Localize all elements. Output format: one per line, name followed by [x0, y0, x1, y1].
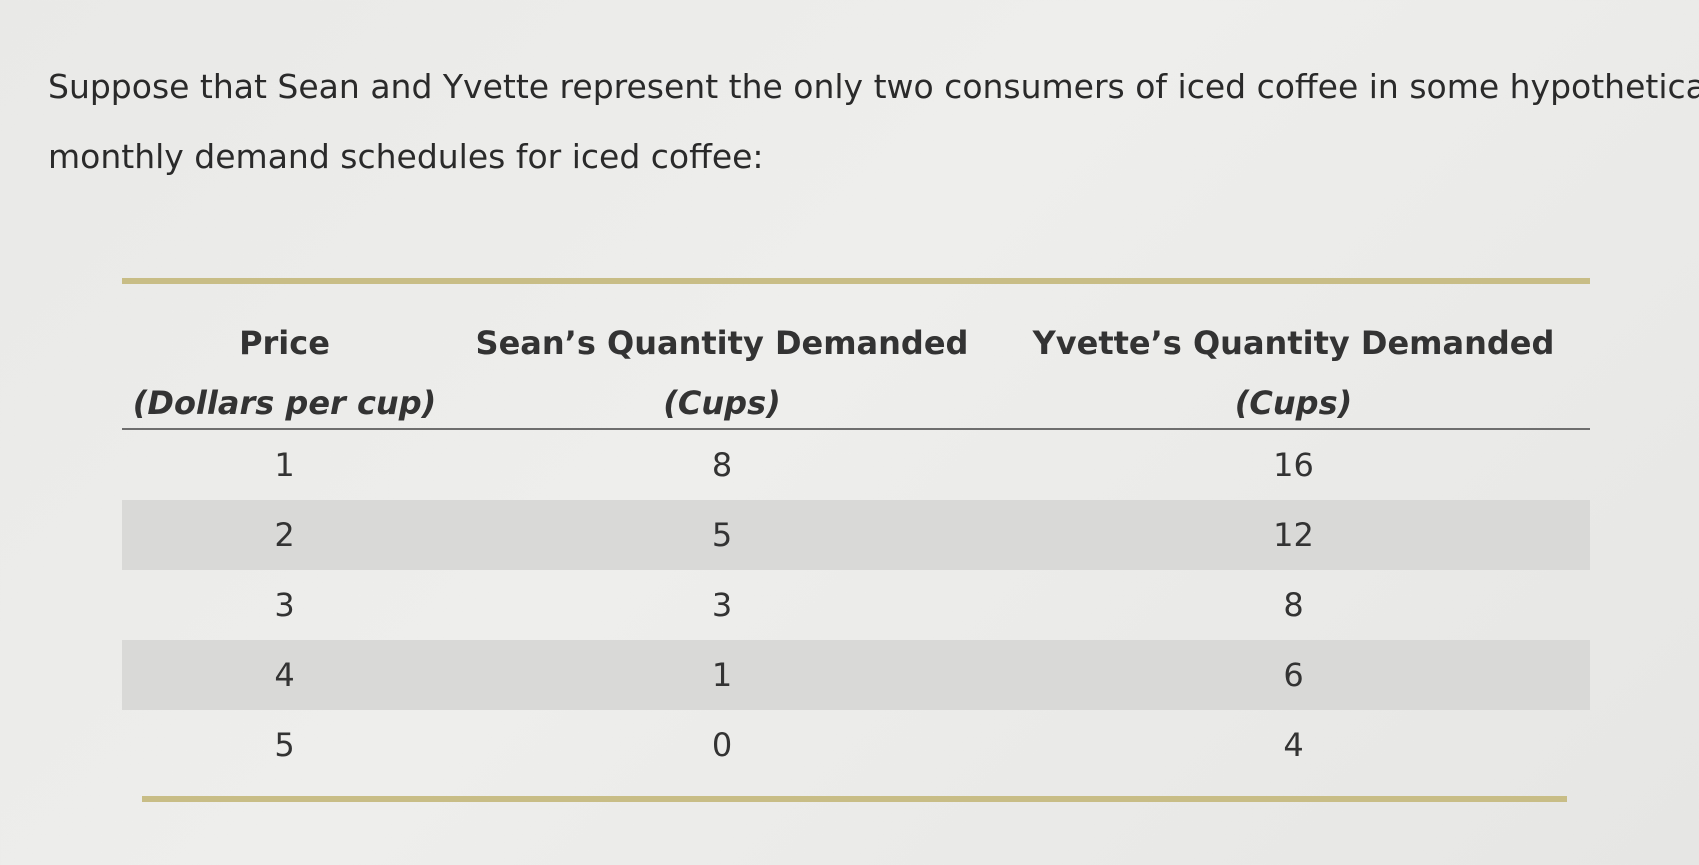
cell-price: 3: [274, 586, 295, 624]
table-row: 5 0 4: [122, 710, 1590, 780]
cell-price: 5: [274, 726, 295, 764]
cell-price: 4: [274, 656, 295, 694]
demand-schedule-table: Price (Dollars per cup) Sean’s Quantity …: [122, 278, 1590, 802]
header-sean: Sean’s Quantity Demanded (Cups): [447, 284, 997, 428]
cell-sean-quantity: 8: [711, 446, 733, 484]
table-row: 4 1 6: [122, 640, 1590, 710]
cell-price: 2: [274, 516, 295, 554]
header-price-label: Price: [239, 324, 330, 362]
question-line-1: Suppose that Sean and Yvette represent t…: [48, 67, 1699, 106]
header-sean-unit: (Cups): [663, 384, 781, 422]
table-header-row: Price (Dollars per cup) Sean’s Quantity …: [122, 284, 1590, 430]
cell-yvette-quantity: 6: [1283, 656, 1304, 694]
cell-sean-quantity: 3: [711, 586, 733, 624]
header-sean-label: Sean’s Quantity Demanded: [475, 324, 969, 362]
table-row: 1 8 16: [122, 430, 1590, 500]
header-price-unit: (Dollars per cup): [132, 384, 437, 422]
table-bottom-rule: [142, 796, 1567, 802]
table-row: 2 5 12: [122, 500, 1590, 570]
cell-yvette-quantity: 8: [1283, 586, 1304, 624]
cell-sean-quantity: 0: [711, 726, 733, 764]
question-text: Suppose that Sean and Yvette represent t…: [48, 52, 1699, 192]
header-yvette-label: Yvette’s Quantity Demanded: [1032, 324, 1555, 362]
table-top-rule: [122, 278, 1590, 284]
header-yvette: Yvette’s Quantity Demanded (Cups): [997, 284, 1590, 428]
cell-yvette-quantity: 4: [1283, 726, 1304, 764]
table-row: 3 3 8: [122, 570, 1590, 640]
header-yvette-unit: (Cups): [1234, 384, 1353, 422]
header-price: Price (Dollars per cup): [122, 284, 447, 428]
cell-price: 1: [274, 446, 295, 484]
cell-yvette-quantity: 16: [1273, 446, 1314, 484]
question-line-2: monthly demand schedules for iced coffee…: [48, 137, 764, 176]
cell-sean-quantity: 1: [711, 656, 733, 694]
cell-sean-quantity: 5: [711, 516, 733, 554]
cell-yvette-quantity: 12: [1273, 516, 1314, 554]
